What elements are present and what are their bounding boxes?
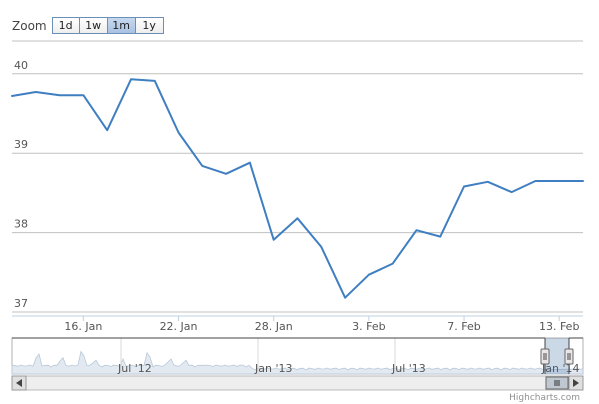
data-point[interactable] <box>412 226 420 234</box>
navigator-label: Jul '12 <box>117 362 152 375</box>
navigator-handle-right[interactable] <box>564 348 574 365</box>
data-point[interactable] <box>389 260 397 268</box>
data-point[interactable] <box>531 177 539 185</box>
scrollbar[interactable] <box>11 375 584 391</box>
zoom-button-1m[interactable]: 1m <box>107 17 136 34</box>
data-point[interactable] <box>103 126 111 134</box>
data-point[interactable] <box>32 88 40 96</box>
navigator-handle-left[interactable] <box>540 348 550 365</box>
y-axis-labels: 37 38 39 40 <box>14 59 28 310</box>
data-point[interactable] <box>175 129 183 137</box>
data-point[interactable] <box>79 91 87 99</box>
arrow-right-icon <box>573 379 579 387</box>
series-lines <box>8 75 587 302</box>
navigator-grid: Jul '12 Jan '13 Jul '13 Jan '14 <box>117 338 579 375</box>
navigator[interactable]: Jul '12 Jan '13 Jul '13 Jan '14 <box>11 337 584 375</box>
data-point[interactable] <box>508 188 516 196</box>
data-point[interactable] <box>484 178 492 186</box>
data-point[interactable] <box>8 92 16 100</box>
credits-link[interactable]: Highcharts.com <box>509 393 580 403</box>
data-point[interactable] <box>222 170 230 178</box>
data-point[interactable] <box>246 159 254 167</box>
data-point[interactable] <box>460 183 468 191</box>
series-line <box>11 78 584 299</box>
zoom-button-1d[interactable]: 1d <box>51 17 80 34</box>
zoom-button-1w[interactable]: 1w <box>79 17 108 34</box>
x-tick-label: 13. Feb <box>539 320 579 333</box>
x-tick-label: 16. Jan <box>64 320 102 333</box>
navigator-series <box>11 350 584 375</box>
data-point[interactable] <box>151 77 159 85</box>
data-point[interactable] <box>365 271 373 279</box>
data-point[interactable] <box>127 75 135 83</box>
data-point[interactable] <box>555 177 563 185</box>
navigator-label: Jan '14 <box>541 362 579 375</box>
x-tick-label: 7. Feb <box>447 320 480 333</box>
zoom-button-1y[interactable]: 1y <box>135 17 164 34</box>
navigator-label: Jul '13 <box>391 362 426 375</box>
x-axis: 16. Jan 22. Jan 28. Jan 3. Feb 7. Feb 13. Feb <box>12 315 583 333</box>
data-point[interactable] <box>341 294 349 302</box>
range-selector: Zoom 1d 1w 1m 1y <box>12 16 164 35</box>
x-tick-label: 3. Feb <box>352 320 385 333</box>
x-tick-label: 22. Jan <box>160 320 198 333</box>
y-tick-label: 39 <box>14 138 28 151</box>
data-point[interactable] <box>56 91 64 99</box>
y-tick-label: 37 <box>14 297 28 310</box>
y-tick-label: 40 <box>14 59 28 72</box>
data-point[interactable] <box>270 236 278 244</box>
y-tick-label: 38 <box>14 218 28 231</box>
data-point[interactable] <box>198 162 206 170</box>
grid-lines <box>12 73 583 313</box>
data-point[interactable] <box>294 214 302 222</box>
arrow-left-icon <box>16 379 22 387</box>
zoom-label: Zoom <box>12 18 47 33</box>
data-point[interactable] <box>436 233 444 241</box>
scrollbar-track[interactable] <box>11 375 584 391</box>
data-point[interactable] <box>579 177 587 185</box>
x-tick-label: 28. Jan <box>255 320 293 333</box>
navigator-label: Jan '13 <box>254 362 292 375</box>
data-point[interactable] <box>317 243 325 251</box>
